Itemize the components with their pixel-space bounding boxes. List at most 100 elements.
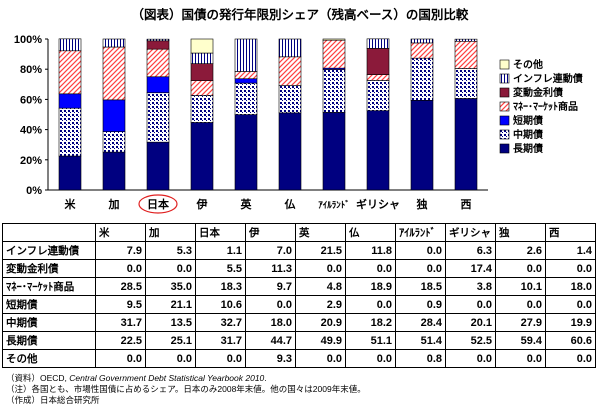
table-cell: 9.3 (245, 349, 296, 368)
table-cell: 18.3 (195, 277, 246, 296)
table-cell: 0.0 (345, 295, 396, 314)
table-row: 短期債 9.5 21.1 10.6 0.0 2.9 0.0 0.9 0.0 0.0 0.0 (2, 295, 596, 314)
bar-segment (58, 155, 82, 191)
table-cell: 0.8 (395, 349, 446, 368)
table-cell: 44.7 (245, 331, 296, 350)
bar-segment (146, 38, 170, 42)
bar-segment (102, 38, 126, 48)
table-cell: 5.5 (195, 259, 246, 278)
bar-segment (366, 48, 390, 75)
table-cell: 21.5 (295, 241, 346, 260)
bar-segment (454, 40, 478, 69)
table-cell: 0.0 (545, 295, 596, 314)
table-cell: 0.0 (345, 349, 396, 368)
legend-label: インフレ連動債 (513, 72, 583, 85)
table-cell: 0.0 (545, 349, 596, 368)
column-header: 日本 (195, 223, 246, 242)
table-cell: 19.9 (545, 313, 596, 332)
bar-segment (278, 112, 302, 191)
table-cell: 31.7 (195, 331, 246, 350)
table-cell: 1.1 (195, 241, 246, 260)
legend-label: 中期債 (513, 128, 543, 141)
table-cell: 52.5 (445, 331, 496, 350)
table-corner (2, 223, 96, 242)
bar-segment (146, 141, 170, 191)
table-cell: 0.0 (395, 241, 446, 260)
row-header: 中期債 (2, 313, 96, 332)
highlight-circle (138, 194, 178, 214)
table-cell: 25.1 (145, 331, 196, 350)
table-cell: 20.1 (445, 313, 496, 332)
table-row: インフレ連動債 7.9 5.3 1.1 7.0 21.5 11.8 0.0 6.3 2.6 1.4 (2, 241, 596, 260)
table-cell: 10.6 (195, 295, 246, 314)
bar-segment (366, 74, 390, 81)
bar-segment (190, 80, 214, 96)
table-cell: 35.0 (145, 277, 196, 296)
table-cell: 0.0 (145, 259, 196, 278)
table-cell: 0.0 (395, 259, 446, 278)
table-cell: 13.5 (145, 313, 196, 332)
data-table: 米加日本伊英仏ｱｲﾙﾗﾝﾄﾞ ギリシャ独西インフレ連動債 7.9 5.3 1.1 7.0 2… (2, 223, 596, 368)
table-cell: 0.0 (295, 259, 346, 278)
bar-segment (278, 38, 302, 58)
table-cell: 2.6 (495, 241, 546, 260)
column-header: ｱｲﾙﾗﾝﾄﾞ (395, 223, 446, 242)
bar-segment (58, 93, 82, 109)
table-cell: 9.5 (95, 295, 146, 314)
legend-swatch (499, 101, 510, 112)
column-header: ギリシャ (445, 223, 496, 242)
row-header: インフレ連動債 (2, 241, 96, 260)
bar-segment (410, 57, 434, 101)
author-note: （作成）日本総合研究所 (6, 395, 100, 405)
table-cell: 6.3 (445, 241, 496, 260)
bar-segment (410, 38, 434, 44)
table-cell: 0.0 (195, 349, 246, 368)
bar-segment (366, 38, 390, 49)
table-cell: 11.3 (245, 259, 296, 278)
x-tick-label: 西 (461, 198, 472, 211)
x-tick-label: 仏 (285, 198, 296, 211)
table-cell: 51.4 (395, 331, 446, 350)
y-tick-label: 0% (26, 185, 42, 197)
x-tick-label: 米 (64, 197, 77, 211)
row-header: 変動金利債 (2, 259, 96, 278)
legend-label: 短期債 (513, 114, 543, 127)
table-cell: 5.3 (145, 241, 196, 260)
table-cell: 0.0 (495, 349, 546, 368)
table-cell: 1.4 (545, 241, 596, 260)
chart-title: （図表）国債の発行年限別シェア（残高ベース）の国別比較 (131, 7, 469, 22)
y-tick-label: 100% (14, 34, 42, 46)
table-cell: 32.7 (195, 313, 246, 332)
table-cell: 10.1 (495, 277, 546, 296)
table-cell: 0.0 (495, 295, 546, 314)
y-tick-label: 80% (20, 64, 42, 76)
x-axis-labels: 米 加 日本 伊 英 仏 ｱｲﾙﾗﾝﾄﾞ ギリシャ 独 西 (64, 194, 472, 214)
table-cell: 18.9 (345, 277, 396, 296)
bar-segment (190, 38, 214, 54)
bar-segment (322, 38, 346, 41)
legend-swatch (499, 143, 510, 154)
bar-segment (102, 151, 126, 191)
table-cell: 20.9 (295, 313, 346, 332)
table-cell: 18.0 (245, 313, 296, 332)
legend-swatch (499, 59, 510, 70)
table-cell: 28.5 (95, 277, 146, 296)
table-cell: 4.8 (295, 277, 346, 296)
bar-segment (234, 78, 258, 84)
table-cell: 0.0 (95, 349, 146, 368)
x-tick-label: ギリシャ (356, 197, 400, 211)
bar-segment (190, 95, 214, 123)
remark-note: （注）各国とも、市場性国債に占めるシェア。日本のみ2008年末値。他の国々は20… (6, 384, 366, 394)
legend-swatch (499, 129, 510, 140)
bar-segment (278, 85, 302, 114)
row-header: ﾏﾈｰ･ﾏｰｹｯﾄ商品 (2, 277, 96, 296)
table-cell: 7.9 (95, 241, 146, 260)
bar-segment (366, 110, 390, 191)
table-cell: 0.0 (245, 295, 296, 314)
table-cell: 49.9 (295, 331, 346, 350)
bar-segment (58, 50, 82, 95)
legend-label: ﾏﾈｰ･ﾏｰｹｯﾄ商品 (513, 100, 578, 113)
bar-segment (410, 42, 434, 59)
bar-segment (146, 48, 170, 78)
table-row: 長期債 22.5 25.1 31.7 44.7 49.9 51.1 51.4 52.5 59.4 6… (2, 331, 596, 350)
